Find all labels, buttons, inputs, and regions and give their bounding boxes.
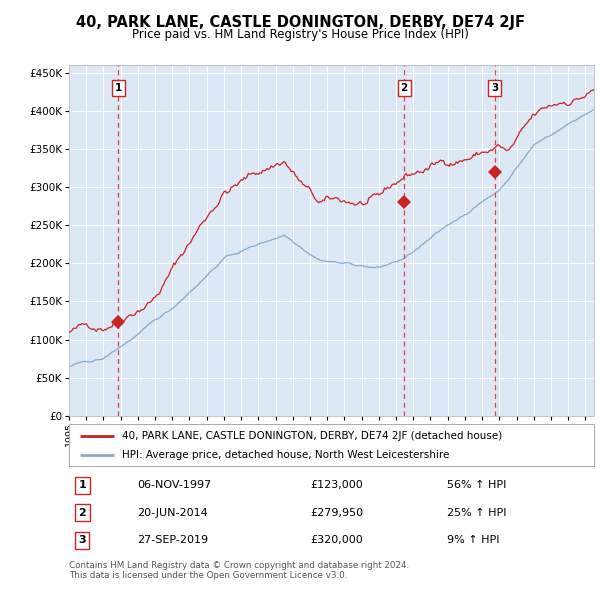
Text: Contains HM Land Registry data © Crown copyright and database right 2024.: Contains HM Land Registry data © Crown c… <box>69 560 409 569</box>
Text: Price paid vs. HM Land Registry's House Price Index (HPI): Price paid vs. HM Land Registry's House … <box>131 28 469 41</box>
Text: 2: 2 <box>78 508 86 517</box>
Text: This data is licensed under the Open Government Licence v3.0.: This data is licensed under the Open Gov… <box>69 571 347 579</box>
Text: 3: 3 <box>79 535 86 545</box>
Text: 3: 3 <box>491 83 499 93</box>
Text: 9% ↑ HPI: 9% ↑ HPI <box>447 535 499 545</box>
Text: 06-NOV-1997: 06-NOV-1997 <box>137 480 212 490</box>
Text: 1: 1 <box>115 83 122 93</box>
Text: 27-SEP-2019: 27-SEP-2019 <box>137 535 208 545</box>
Text: £123,000: £123,000 <box>311 480 363 490</box>
Text: 20-JUN-2014: 20-JUN-2014 <box>137 508 208 517</box>
Text: 40, PARK LANE, CASTLE DONINGTON, DERBY, DE74 2JF (detached house): 40, PARK LANE, CASTLE DONINGTON, DERBY, … <box>121 431 502 441</box>
Text: 40, PARK LANE, CASTLE DONINGTON, DERBY, DE74 2JF: 40, PARK LANE, CASTLE DONINGTON, DERBY, … <box>76 15 524 30</box>
Text: 1: 1 <box>78 480 86 490</box>
Text: HPI: Average price, detached house, North West Leicestershire: HPI: Average price, detached house, Nort… <box>121 451 449 460</box>
Text: 2: 2 <box>401 83 408 93</box>
Text: £320,000: £320,000 <box>311 535 363 545</box>
Text: 25% ↑ HPI: 25% ↑ HPI <box>447 508 506 517</box>
Text: 56% ↑ HPI: 56% ↑ HPI <box>447 480 506 490</box>
Text: £279,950: £279,950 <box>311 508 364 517</box>
